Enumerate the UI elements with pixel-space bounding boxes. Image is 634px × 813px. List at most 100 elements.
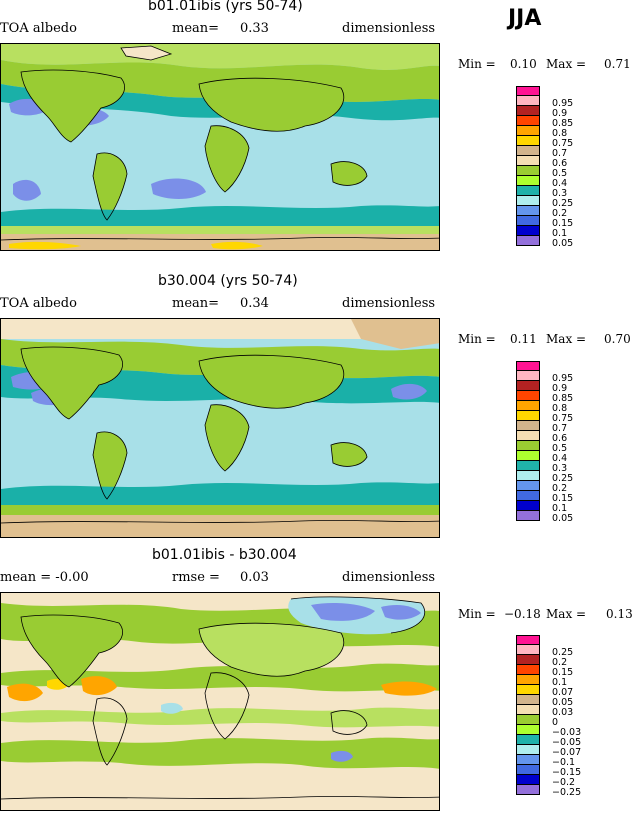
panel-2-colorbar-label: 0.1 xyxy=(552,503,568,514)
panel-3-colorbar-label: −0.05 xyxy=(552,737,582,748)
panel-1-colorbar-label: 0.05 xyxy=(552,238,574,249)
panel-3-max-label: Max = xyxy=(546,607,587,621)
panel-2-colorbar-swatch xyxy=(516,411,540,421)
panel-1-colorbar-label: 0.85 xyxy=(552,118,574,129)
panel-3-rmse-label: rmse = xyxy=(172,570,220,585)
panel-2-colorbar-swatch xyxy=(516,511,540,521)
panel-2-colorbar-swatch xyxy=(516,461,540,471)
panel-2-colorbar-swatch xyxy=(516,371,540,381)
panel-3-mean: mean = -0.00 xyxy=(0,570,89,585)
panel-1-colorbar-swatch xyxy=(516,226,540,236)
panel-3-colorbar-swatch xyxy=(516,705,540,715)
panel-1-variable: TOA albedo xyxy=(0,21,77,36)
panel-1-units: dimensionless xyxy=(342,21,436,36)
panel-3-colorbar-label: −0.07 xyxy=(552,747,582,758)
panel-3-colorbar-swatch xyxy=(516,755,540,765)
panel-1-colorbar-label: 0.6 xyxy=(552,158,568,169)
panel-2-colorbar-swatch xyxy=(516,431,540,441)
panel-1-colorbar-label: 0.5 xyxy=(552,168,568,179)
panel-3-colorbar-label: 0.15 xyxy=(552,667,574,678)
panel-3-colorbar-swatch xyxy=(516,785,540,795)
panel-2-colorbar-label: 0.5 xyxy=(552,443,568,454)
panel-2-colorbar-swatch xyxy=(516,491,540,501)
panel-2-title: b30.004 (yrs 50-74) xyxy=(158,273,298,289)
panel-2-max-value: 0.70 xyxy=(604,332,631,346)
panel-2-colorbar-label: 0.05 xyxy=(552,513,574,524)
panel-3-colorbar-swatch xyxy=(516,635,540,645)
panel-3-colorbar-swatch xyxy=(516,655,540,665)
panel-1-colorbar-swatch xyxy=(516,96,540,106)
panel-3-colorbar-label: −0.2 xyxy=(552,777,576,788)
panel-3-map xyxy=(0,592,440,811)
panel-3-colorbar-swatch xyxy=(516,665,540,675)
season-label: JJA xyxy=(508,6,542,31)
panel-3-max-value: 0.13 xyxy=(606,607,633,621)
panel-2-colorbar-swatch xyxy=(516,401,540,411)
panel-2-colorbar-label: 0.15 xyxy=(552,493,574,504)
panel-2-colorbar-swatch xyxy=(516,471,540,481)
panel-3-min-label: Min = xyxy=(458,607,496,621)
panel-1-colorbar-swatch xyxy=(516,196,540,206)
panel-1-colorbar-swatch xyxy=(516,206,540,216)
panel-2-colorbar-swatch xyxy=(516,391,540,401)
panel-2-colorbar-label: 0.6 xyxy=(552,433,568,444)
panel-3-colorbar-swatch xyxy=(516,685,540,695)
panel-3-colorbar-swatch xyxy=(516,775,540,785)
panel-3-colorbar-label: 0.25 xyxy=(552,647,574,658)
panel-1-colorbar-swatch xyxy=(516,216,540,226)
panel-3-colorbar-swatch xyxy=(516,735,540,745)
panel-2-mean-value: 0.34 xyxy=(240,296,269,311)
panel-2-max-label: Max = xyxy=(546,332,587,346)
panel-1-max-label: Max = xyxy=(546,57,587,71)
panel-1-colorbar-label: 0.8 xyxy=(552,128,568,139)
panel-2-colorbar-label: 0.25 xyxy=(552,473,574,484)
panel-1-colorbar-label: 0.3 xyxy=(552,188,568,199)
panel-1-colorbar-swatch xyxy=(516,176,540,186)
panel-3-colorbar-label: −0.03 xyxy=(552,727,582,738)
panel-2-units: dimensionless xyxy=(342,296,436,311)
panel-1-colorbar-swatch xyxy=(516,136,540,146)
panel-3-colorbar-label: −0.15 xyxy=(552,767,582,778)
panel-3-colorbar-swatch xyxy=(516,745,540,755)
panel-2-colorbar-swatch xyxy=(516,501,540,511)
panel-1-colorbar-label: 0.95 xyxy=(552,98,574,109)
panel-1-title: b01.01ibis (yrs 50-74) xyxy=(148,0,303,14)
panel-3-units: dimensionless xyxy=(342,570,436,585)
panel-3-colorbar-swatch xyxy=(516,765,540,775)
panel-3-rmse-value: 0.03 xyxy=(240,570,269,585)
panel-3-map-svg xyxy=(1,593,439,810)
panel-1-colorbar-label: 0.75 xyxy=(552,138,574,149)
panel-2-colorbar-label: 0.8 xyxy=(552,403,568,414)
panel-3-colorbar-label: 0.1 xyxy=(552,677,568,688)
panel-1-max-value: 0.71 xyxy=(604,57,631,71)
panel-1-colorbar-swatch xyxy=(516,186,540,196)
panel-2-variable: TOA albedo xyxy=(0,296,77,311)
panel-1-colorbar-swatch xyxy=(516,126,540,136)
panel-1-map-svg xyxy=(1,44,439,250)
panel-1-colorbar-label: 0.2 xyxy=(552,208,568,219)
panel-2-colorbar-label: 0.85 xyxy=(552,393,574,404)
panel-2-colorbar-label: 0.9 xyxy=(552,383,568,394)
panel-3-colorbar-label: 0.05 xyxy=(552,697,574,708)
panel-3-colorbar-label: 0.07 xyxy=(552,687,574,698)
panel-2-colorbar-label: 0.7 xyxy=(552,423,568,434)
panel-3-colorbar-label: 0.2 xyxy=(552,657,568,668)
panel-1-colorbar-label: 0.1 xyxy=(552,228,568,239)
panel-1-colorbar-label: 0.7 xyxy=(552,148,568,159)
panel-1-colorbar-label: 0.4 xyxy=(552,178,568,189)
panel-3-colorbar-label: −0.25 xyxy=(552,787,582,798)
panel-2-colorbar-swatch xyxy=(516,381,540,391)
panel-2-map xyxy=(0,318,440,538)
panel-2-colorbar-swatch xyxy=(516,441,540,451)
panel-1-colorbar-label: 0.15 xyxy=(552,218,574,229)
panel-2-colorbar-swatch xyxy=(516,451,540,461)
panel-2-colorbar-swatch xyxy=(516,361,540,371)
panel-3-colorbar-label: 0 xyxy=(552,717,559,728)
panel-1-map xyxy=(0,43,440,251)
panel-1-colorbar-swatch xyxy=(516,86,540,96)
panel-1-colorbar-swatch xyxy=(516,166,540,176)
panel-2-mean-label: mean= xyxy=(172,296,220,311)
panel-3-colorbar-swatch xyxy=(516,695,540,705)
panel-3-colorbar-swatch xyxy=(516,715,540,725)
panel-1-colorbar-swatch xyxy=(516,146,540,156)
